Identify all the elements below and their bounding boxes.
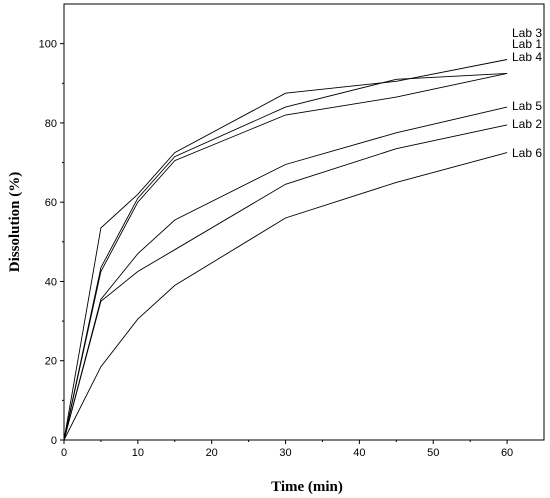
- series-lines: [63, 59, 508, 441]
- x-tick-label: 40: [353, 447, 365, 459]
- series-label-lab-4: Lab 4: [512, 50, 542, 64]
- x-tick-label: 50: [427, 447, 439, 459]
- series-label-lab-2: Lab 2: [512, 117, 542, 131]
- series-line-lab-2: [63, 124, 508, 441]
- x-tick-label: 60: [501, 447, 513, 459]
- series-label-lab-3: Lab 3: [512, 26, 542, 40]
- y-tick-label: 40: [45, 276, 57, 288]
- series-line-lab-4: [63, 72, 508, 441]
- y-tick-label: 60: [45, 197, 57, 209]
- y-axis-title: Dissolution (%): [7, 172, 23, 272]
- x-tick-label: 10: [132, 447, 144, 459]
- plot-frame: [63, 3, 545, 441]
- x-tick-label: 20: [206, 447, 218, 459]
- y-tick-label: 20: [45, 356, 57, 368]
- y-axis-ticks: 0 20 40 60 80 100: [39, 39, 64, 447]
- x-axis-title: Time (min): [271, 479, 343, 495]
- series-line-lab-5: [63, 106, 508, 441]
- series-line-lab-1: [63, 72, 508, 441]
- series-label-lab-5: Lab 5: [512, 99, 542, 113]
- y-tick-label: 100: [39, 39, 57, 51]
- series-line-lab-3: [63, 59, 508, 441]
- y-tick-label: 0: [51, 435, 57, 447]
- y-tick-label: 80: [45, 118, 57, 130]
- x-axis-ticks: 0 10 20 30 40 50 60: [61, 440, 513, 459]
- series-label-lab-1: Lab 1: [512, 37, 542, 51]
- series-line-lab-6: [63, 152, 508, 441]
- x-tick-label: 30: [279, 447, 291, 459]
- x-tick-label: 0: [61, 447, 67, 459]
- series-label-lab-6: Lab 6: [512, 146, 542, 160]
